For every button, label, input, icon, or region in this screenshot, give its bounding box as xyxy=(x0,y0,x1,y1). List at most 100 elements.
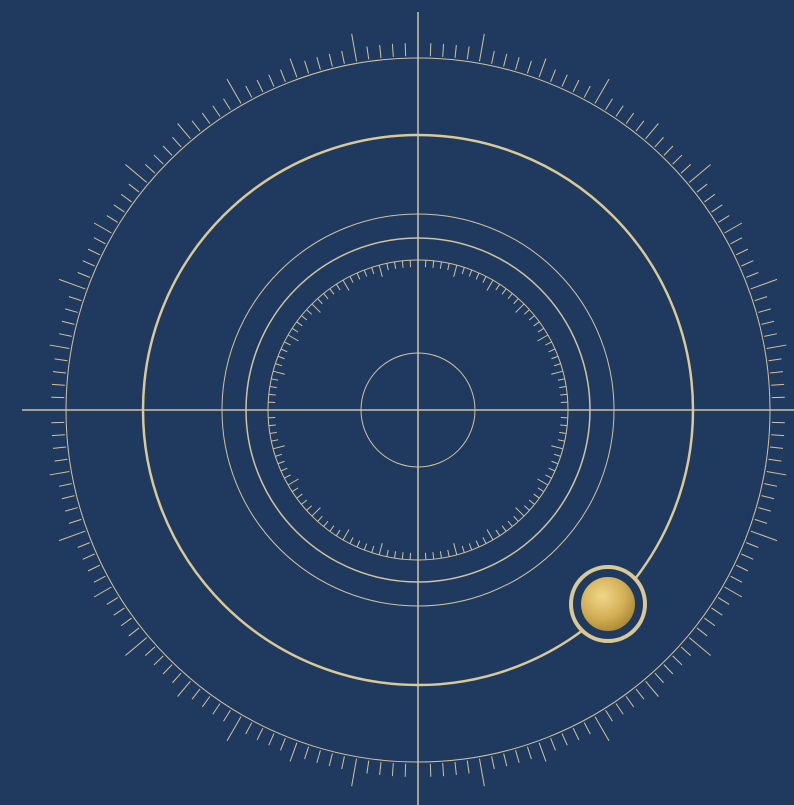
tick xyxy=(645,123,659,140)
tick xyxy=(507,520,513,527)
tick xyxy=(113,607,125,616)
tick xyxy=(351,758,358,787)
tick xyxy=(545,341,552,346)
tick xyxy=(68,296,82,302)
tick xyxy=(447,549,450,557)
tick xyxy=(461,267,465,275)
tick xyxy=(223,709,231,722)
tick xyxy=(272,370,285,375)
tick xyxy=(615,703,624,715)
tick xyxy=(351,33,358,62)
tick xyxy=(58,530,86,542)
tick xyxy=(468,269,473,277)
tick xyxy=(559,431,567,434)
tick xyxy=(478,33,485,62)
tick xyxy=(391,763,394,777)
tick xyxy=(378,543,383,556)
tick xyxy=(442,763,445,777)
tick xyxy=(770,446,784,449)
tick xyxy=(515,507,525,517)
tick xyxy=(335,529,341,537)
tick xyxy=(291,327,299,333)
tick xyxy=(724,222,743,234)
tick xyxy=(526,60,532,74)
tick xyxy=(635,120,645,132)
tick xyxy=(746,542,759,548)
tick xyxy=(766,470,787,476)
tick xyxy=(317,298,323,305)
tick xyxy=(93,575,106,583)
tick xyxy=(468,543,473,551)
tick xyxy=(625,112,635,124)
tick xyxy=(482,537,487,544)
tick xyxy=(724,586,743,598)
tick xyxy=(560,424,568,427)
tick xyxy=(553,453,561,457)
tick xyxy=(503,53,508,67)
tick xyxy=(177,680,191,697)
tick xyxy=(605,709,613,722)
tick xyxy=(550,69,556,82)
tick xyxy=(537,478,549,486)
tick xyxy=(432,260,435,268)
tick xyxy=(177,123,191,140)
tick xyxy=(475,540,480,548)
tick xyxy=(386,263,389,271)
tick xyxy=(533,493,540,499)
tick xyxy=(172,136,182,148)
tick xyxy=(557,378,565,381)
tick xyxy=(533,321,540,327)
tick xyxy=(741,260,754,267)
tick xyxy=(386,549,389,557)
tick xyxy=(758,308,771,313)
tick xyxy=(523,309,530,315)
tick xyxy=(550,738,556,751)
tick xyxy=(268,733,275,746)
tick xyxy=(301,499,308,505)
tick xyxy=(120,193,132,203)
tick xyxy=(289,58,298,78)
tick xyxy=(771,434,785,437)
tick xyxy=(371,267,375,275)
tick xyxy=(311,303,321,313)
tick xyxy=(754,296,768,302)
tick xyxy=(453,264,458,277)
tick xyxy=(301,315,308,321)
tick xyxy=(453,543,458,556)
tick xyxy=(52,446,66,449)
tick xyxy=(296,321,303,327)
tick xyxy=(93,586,112,598)
tick xyxy=(280,467,288,472)
tick xyxy=(341,756,345,770)
tick xyxy=(401,552,404,560)
tick xyxy=(495,283,501,291)
tick xyxy=(275,453,283,457)
tick xyxy=(523,505,530,511)
tick xyxy=(761,320,775,325)
tick xyxy=(764,333,778,337)
tick xyxy=(271,439,279,442)
tick xyxy=(226,78,242,104)
tick xyxy=(304,746,310,760)
tick xyxy=(65,507,78,512)
tick xyxy=(275,363,283,367)
tick xyxy=(663,664,674,675)
tick xyxy=(87,248,101,256)
tick xyxy=(153,655,164,666)
tick xyxy=(432,552,435,560)
tick xyxy=(680,646,692,656)
tick xyxy=(268,424,276,427)
tick xyxy=(51,434,65,437)
tick xyxy=(77,272,90,278)
tick xyxy=(439,551,442,559)
tick xyxy=(106,597,119,605)
tick xyxy=(153,154,164,165)
tick xyxy=(65,308,78,313)
middle-ring xyxy=(245,237,591,583)
tick xyxy=(447,263,450,271)
tick xyxy=(256,727,264,741)
tick xyxy=(58,483,72,487)
tick xyxy=(93,237,106,245)
tick xyxy=(704,193,716,203)
